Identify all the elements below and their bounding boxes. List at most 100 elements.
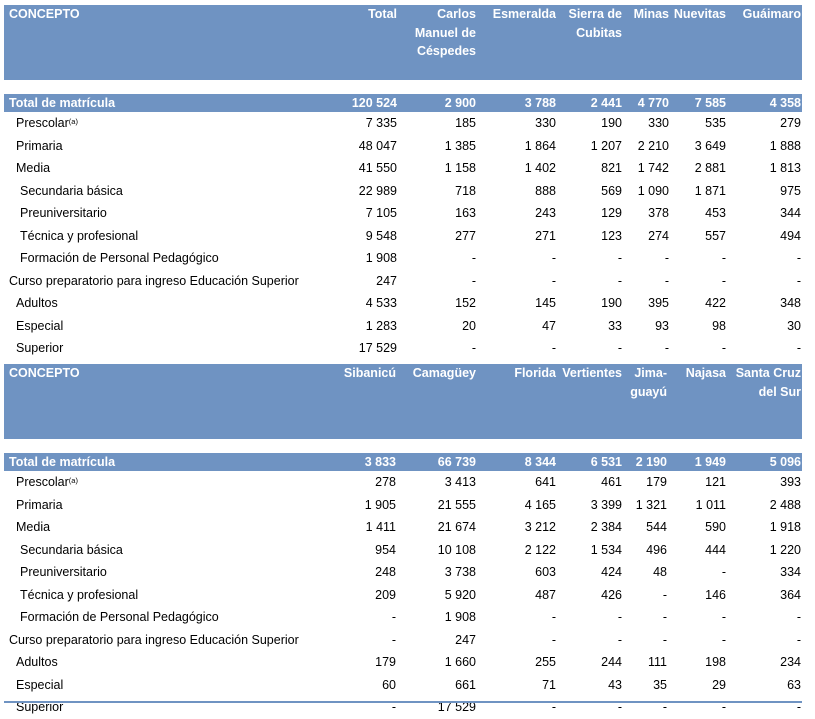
value-cell: 7 105 (365, 206, 397, 220)
value-cell: 163 (455, 206, 476, 220)
value-cell: 4 358 (769, 96, 801, 110)
row-label-text: Primaria (16, 497, 63, 512)
value-cell: 641 (535, 475, 556, 489)
column-header-concepto: CONCEPTO (9, 7, 80, 21)
value-cell: - (721, 565, 726, 579)
value-cell: - (664, 273, 669, 288)
value-cell: 603 (535, 565, 556, 579)
value-cell: 21 555 (437, 497, 476, 512)
column-header: Guáimaro (742, 7, 801, 21)
value-cell: 975 (780, 183, 801, 198)
row-label: Especial (16, 674, 63, 697)
row-label-text: Media (16, 161, 51, 175)
value-cell: 17 529 (358, 341, 397, 355)
row-label-text: Formación de Personal Pedagógico (20, 251, 219, 265)
value-cell: 494 (780, 228, 801, 243)
value-cell: 48 047 (358, 138, 397, 153)
value-cell: 461 (601, 475, 622, 489)
value-cell: 279 (780, 116, 801, 130)
value-cell: 33 (608, 318, 622, 333)
row-label: Media (16, 516, 50, 539)
value-cell: 2 190 (635, 455, 667, 469)
row-label: Secundaria básica (20, 180, 123, 203)
value-cell: 8 344 (524, 455, 556, 469)
row-label: Especial (16, 315, 63, 338)
column-header: Nuevitas (673, 7, 726, 21)
value-cell: 234 (780, 655, 801, 669)
row-label-text: Adultos (16, 296, 58, 310)
value-cell: - (551, 632, 556, 647)
table-row: Secundaria básica 22 989 718 888 569 1 090 1 8… (4, 180, 802, 203)
column-header: Najasa (685, 366, 726, 380)
value-cell: - (617, 341, 622, 355)
value-cell: 422 (705, 296, 726, 310)
value-cell: 2 488 (769, 497, 801, 512)
value-cell: - (796, 700, 801, 714)
row-label-text: Formación de Personal Pedagógico (20, 610, 219, 624)
value-cell: 3 649 (694, 138, 726, 153)
row-label-text: Total de matrícula (9, 96, 116, 110)
value-cell: 4 533 (365, 296, 397, 310)
value-cell: 1 011 (695, 497, 726, 512)
value-cell: - (721, 700, 726, 714)
table-1: CONCEPTO Total Carlos Manuel de Céspedes Es… (4, 5, 802, 360)
row-label-text: Especial (16, 318, 64, 333)
value-cell: 3 788 (524, 96, 556, 110)
value-cell: 274 (648, 228, 669, 243)
value-cell: 190 (601, 116, 622, 130)
table-row: Especial 1 283 20 47 33 93 98 30 (4, 315, 802, 338)
row-label-text: Primaria (16, 138, 63, 153)
value-cell: - (551, 273, 556, 288)
table-row: Prescolar(a) 278 3 413 641 461 179 121 393 (4, 471, 802, 494)
table-row: Técnica y profesional 9 548 277 271 123 274 55… (4, 225, 802, 248)
value-cell: 590 (705, 520, 726, 534)
value-cell: 393 (780, 475, 801, 489)
value-cell: 3 833 (364, 455, 396, 469)
row-label: Total de matrícula (9, 454, 115, 471)
row-label: Primaria (16, 135, 63, 158)
value-cell: 29 (712, 677, 726, 692)
row-label-text: Secundaria básica (20, 183, 123, 198)
table-row: Técnica y profesional 209 5 920 487 426 - 146 3… (4, 584, 802, 607)
value-cell: 364 (780, 587, 801, 602)
value-cell: - (391, 700, 396, 714)
row-label-text: Curso preparatorio para ingreso Educació… (9, 632, 299, 647)
value-cell: 330 (535, 116, 556, 130)
value-cell: 7 585 (694, 96, 726, 110)
value-cell: 120 524 (351, 96, 397, 110)
value-cell: 48 (653, 565, 667, 579)
value-cell: 544 (646, 520, 667, 534)
footnote-mark: (a) (68, 117, 78, 126)
value-cell: 3 212 (524, 520, 556, 534)
value-cell: 2 384 (590, 520, 622, 534)
column-header: Minas (633, 7, 669, 21)
column-header: Florida (514, 366, 556, 380)
column-header: Vertientes (562, 366, 622, 380)
value-cell: - (471, 273, 476, 288)
column-header: Santa Cruz del Sur (735, 366, 801, 399)
value-cell: - (391, 632, 396, 647)
value-cell: 129 (601, 206, 622, 220)
value-cell: 93 (655, 318, 669, 333)
value-cell: 152 (455, 296, 476, 310)
row-label: Media (16, 157, 50, 180)
row-label: Superior (16, 696, 63, 719)
value-cell: 1 090 (637, 183, 669, 198)
value-cell: 348 (780, 296, 801, 310)
table-row: Formación de Personal Pedagógico 1 908 - - -… (4, 247, 802, 270)
row-label-text: Curso preparatorio para ingreso Educació… (9, 273, 299, 288)
value-cell: 1 402 (524, 161, 556, 175)
row-label-text: Secundaria básica (20, 542, 123, 557)
row-label: Técnica y profesional (20, 584, 138, 607)
value-cell: - (721, 632, 726, 647)
value-cell: 271 (535, 228, 556, 243)
value-cell: 123 (601, 228, 622, 243)
value-cell: 21 674 (437, 520, 476, 534)
value-cell: 4 165 (524, 497, 556, 512)
row-label-text: Técnica y profesional (20, 228, 139, 243)
value-cell: 10 108 (437, 542, 476, 557)
value-cell: 1 158 (444, 161, 476, 175)
value-cell: 1 918 (769, 520, 801, 534)
value-cell: 1 207 (590, 138, 622, 153)
value-cell: 277 (455, 228, 476, 243)
